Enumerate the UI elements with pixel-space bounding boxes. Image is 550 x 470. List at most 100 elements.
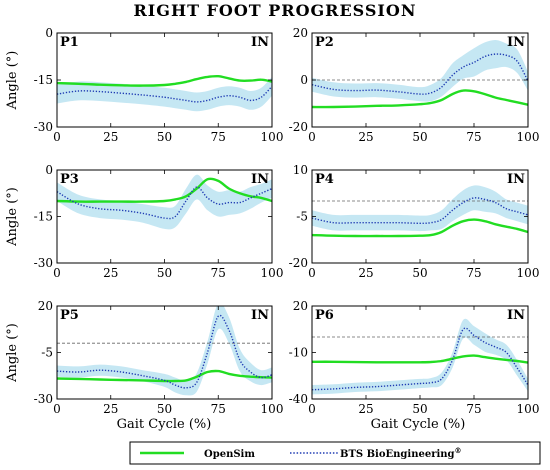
bts-line — [57, 85, 272, 103]
in-direction-label: IN — [251, 35, 269, 50]
x-tick-label: 50 — [157, 266, 172, 280]
y-tick-label: -40 — [289, 392, 308, 406]
y-tick-label: 20 — [38, 299, 53, 313]
y-tick-label: -5 — [41, 346, 53, 360]
bts-line — [312, 53, 528, 95]
x-tick-label: 75 — [211, 402, 226, 416]
y-tick-label: 10 — [293, 163, 308, 177]
in-direction-label: IN — [507, 308, 525, 323]
bts-line — [312, 327, 528, 391]
x-tick-label: 100 — [261, 402, 284, 416]
y-tick-label: -10 — [289, 346, 308, 360]
y-tick-label: 20 — [293, 299, 308, 313]
in-direction-label: IN — [507, 35, 525, 50]
x-tick-label: 0 — [53, 130, 61, 144]
panel-p5: 0 25 50 75 100 20 -5 -30 P5 IN Angle (°) — [5, 299, 283, 416]
legend: OpenSim BTS BioEngineering® — [129, 441, 541, 465]
panel-plot-area — [312, 318, 528, 395]
figure-title: RIGHT FOOT PROGRESSION — [134, 1, 417, 20]
x-tick-label: 0 — [308, 130, 316, 144]
bts-sd-band — [57, 76, 272, 112]
x-tick-label: 50 — [412, 266, 427, 280]
x-tick-label: 0 — [308, 266, 316, 280]
panel-p4: 0 25 50 75 100 10 -5 -20 P4 IN — [289, 163, 540, 280]
x-tick-label: 25 — [103, 402, 118, 416]
opensim-line — [312, 218, 528, 238]
panel-p3: 0 25 50 75 100 0 -15 -30 P3 IN Angle (°) — [5, 163, 283, 280]
x-tick-label: 25 — [358, 130, 373, 144]
y-tick-label: -15 — [34, 73, 53, 87]
y-tick-label: 0 — [45, 163, 53, 177]
y-axis-label: Angle (°) — [5, 187, 20, 247]
x-tick-label: 25 — [103, 266, 118, 280]
opensim-line — [57, 177, 272, 203]
panel-plot-area — [57, 174, 272, 230]
bts-sd-band — [57, 174, 272, 230]
bts-sd-band — [312, 39, 528, 102]
y-tick-label: -30 — [34, 392, 53, 406]
x-tick-label: 0 — [53, 266, 61, 280]
x-tick-label: 50 — [412, 402, 427, 416]
x-tick-label: 75 — [211, 266, 226, 280]
bts-line — [312, 197, 528, 225]
legend-box — [129, 441, 541, 465]
y-tick-label: 0 — [45, 26, 53, 40]
panel-plot-area — [57, 74, 272, 112]
in-direction-label: IN — [251, 172, 269, 187]
x-tick-label: 75 — [466, 402, 481, 416]
legend-label-bts-name: BTS BioEngineering — [340, 449, 455, 460]
panel-p6: 0 25 50 75 100 20 -10 -40 P6 IN — [289, 299, 540, 416]
x-tick-label: 0 — [308, 402, 316, 416]
opensim-line — [312, 89, 528, 109]
x-tick-label: 100 — [261, 266, 284, 280]
panel-title: P4 — [315, 172, 334, 187]
panel-title: P5 — [60, 308, 79, 323]
bts-sd-band — [312, 318, 528, 395]
panel-plot-area — [312, 39, 528, 109]
y-tick-label: -30 — [34, 256, 53, 270]
y-tick-label: -5 — [296, 210, 308, 224]
in-direction-label: IN — [507, 172, 525, 187]
y-tick-label: -20 — [289, 120, 308, 134]
y-axis-label: Angle (°) — [5, 51, 20, 111]
panel-title: P3 — [60, 172, 79, 187]
panel-title: P2 — [315, 35, 334, 50]
bts-sd-band — [57, 306, 272, 396]
x-axis-label-left: Gait Cycle (%) — [117, 417, 212, 432]
legend-label-bts: BTS BioEngineering® — [340, 446, 462, 460]
panel-title: P1 — [60, 35, 79, 50]
in-direction-label: IN — [251, 308, 269, 323]
opensim-line — [57, 369, 272, 383]
x-tick-label: 25 — [103, 130, 118, 144]
y-tick-label: -30 — [34, 120, 53, 134]
y-tick-label: 20 — [293, 26, 308, 40]
bts-sd-band — [312, 185, 528, 232]
x-tick-label: 100 — [517, 130, 540, 144]
x-tick-label: 50 — [412, 130, 427, 144]
bts-line — [57, 186, 272, 220]
x-tick-label: 100 — [261, 130, 284, 144]
x-tick-label: 100 — [517, 402, 540, 416]
y-axis-label: Angle (°) — [5, 323, 20, 383]
x-tick-label: 0 — [53, 402, 61, 416]
panel-plot-area — [57, 306, 272, 396]
panel-plot-area — [312, 185, 528, 238]
opensim-line — [312, 354, 528, 364]
x-tick-label: 25 — [358, 402, 373, 416]
opensim-line — [57, 74, 272, 87]
y-tick-label: -15 — [34, 210, 53, 224]
legend-label-opensim: OpenSim — [204, 449, 255, 460]
x-tick-label: 100 — [517, 266, 540, 280]
x-tick-label: 25 — [358, 266, 373, 280]
y-tick-label: -20 — [289, 256, 308, 270]
y-tick-label: 0 — [300, 73, 308, 87]
panel-p1: 0 25 50 75 100 0 -15 -30 P1 IN Angle (°) — [5, 26, 283, 144]
x-tick-label: 75 — [466, 266, 481, 280]
x-tick-label: 75 — [466, 130, 481, 144]
x-tick-label: 50 — [157, 130, 172, 144]
x-tick-label: 75 — [211, 130, 226, 144]
x-axis-label-right: Gait Cycle (%) — [371, 417, 466, 432]
panel-title: P6 — [315, 308, 334, 323]
